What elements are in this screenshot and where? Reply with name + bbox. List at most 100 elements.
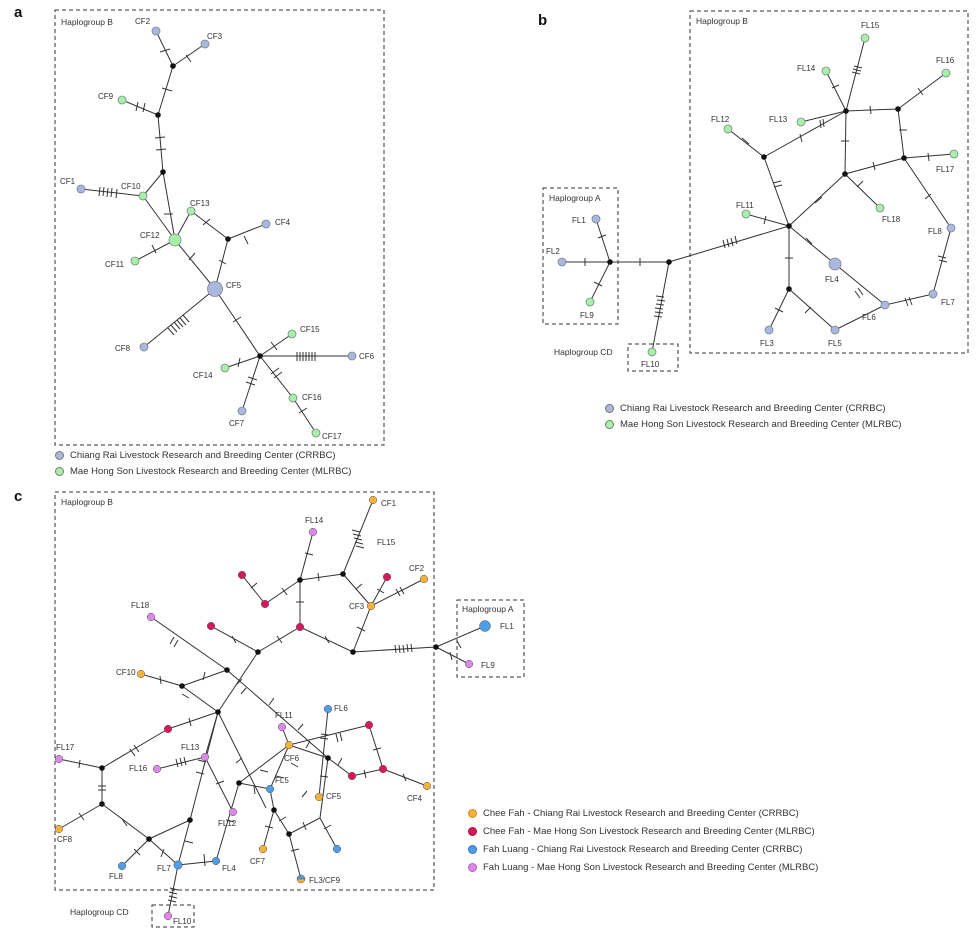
median-vector-node bbox=[99, 765, 105, 771]
haplotype-node-fl16 bbox=[941, 68, 951, 78]
haplotype-node-fl18 bbox=[146, 612, 156, 622]
panel-a-legend: Chiang Rai Livestock Research and Breedi… bbox=[55, 447, 351, 479]
node-label-fl5: FL5 bbox=[828, 339, 842, 348]
node-label-cf1: CF1 bbox=[60, 177, 76, 186]
median-vector-node bbox=[786, 286, 792, 292]
node-label-cf4: CF4 bbox=[275, 218, 291, 227]
haplotype-node-fl12 bbox=[228, 807, 238, 817]
legend-label: Fah Luang - Mae Hong Son Livestock Resea… bbox=[483, 861, 819, 873]
haplotype-node-cf13 bbox=[186, 206, 196, 216]
legend-label: Chiang Rai Livestock Research and Breedi… bbox=[70, 449, 336, 461]
legend-item: Chiang Rai Livestock Research and Breedi… bbox=[605, 400, 901, 416]
node-label-fl18: FL18 bbox=[882, 215, 901, 224]
panel-c-mutation-ticks bbox=[78, 529, 462, 903]
haplotype-node-cf-mlrbc bbox=[260, 599, 270, 609]
node-label-fl2: FL2 bbox=[546, 247, 560, 256]
haplotype-node-cf-mlrbc bbox=[382, 572, 392, 582]
haplogroup-cd-title: Haplogroup CD bbox=[554, 347, 613, 357]
median-vector-node bbox=[155, 112, 161, 118]
node-label-fl9: FL9 bbox=[481, 661, 495, 670]
node-label-fl4: FL4 bbox=[825, 275, 839, 284]
node-label-cf13: CF13 bbox=[190, 199, 210, 208]
haplotype-node-cf12 bbox=[168, 233, 182, 247]
median-vector-node bbox=[286, 831, 292, 837]
blue-circle-icon bbox=[468, 844, 477, 854]
haplotype-node-fl11 bbox=[277, 722, 287, 732]
haplotype-node-fl14 bbox=[308, 527, 318, 537]
haplogroup-a-title: Haplogroup A bbox=[549, 193, 601, 203]
haplotype-node-fl11 bbox=[741, 209, 751, 219]
median-vector-node bbox=[236, 780, 242, 786]
haplotype-node-cf-mlrbc bbox=[347, 771, 357, 781]
median-vector-node bbox=[224, 667, 230, 673]
node-label-cf6: CF6 bbox=[359, 352, 375, 361]
node-label-cf2: CF2 bbox=[135, 17, 151, 26]
median-vector-node bbox=[786, 223, 792, 229]
node-label-fl17: FL17 bbox=[56, 743, 75, 752]
haplotype-node-fl3 bbox=[764, 325, 774, 335]
node-label-cf7: CF7 bbox=[250, 857, 266, 866]
haplotype-node-cf-mlrbc bbox=[295, 622, 305, 632]
median-vector-node bbox=[225, 236, 231, 242]
haplotype-node-cf-mlrbc bbox=[378, 764, 388, 774]
panel-a-text: Haplogroup B CF2 CF3 CF9 CF1 CF10 CF13 C… bbox=[60, 17, 375, 441]
haplotype-node-fl10 bbox=[163, 911, 173, 921]
node-label-fl10: FL10 bbox=[173, 917, 192, 926]
legend-label: Chee Fah - Chiang Rai Livestock Research… bbox=[483, 807, 799, 819]
haplotype-node-cf11 bbox=[130, 256, 140, 266]
haplogroup-cd-title: Haplogroup CD bbox=[70, 907, 129, 917]
node-label-fl6: FL6 bbox=[334, 704, 348, 713]
median-vector-node bbox=[170, 63, 176, 69]
haplotype-node-fl9 bbox=[464, 659, 474, 669]
legend-label: Chee Fah - Mae Hong Son Livestock Resear… bbox=[483, 825, 815, 837]
haplotype-node-fl15 bbox=[860, 33, 870, 43]
panel-a-mutation-ticks bbox=[98, 48, 316, 414]
panel-b-nodes bbox=[557, 33, 959, 357]
haplotype-node-fl17 bbox=[54, 754, 64, 764]
haplotype-node-cf9 bbox=[117, 95, 127, 105]
haplotype-node-cf1 bbox=[368, 495, 378, 505]
median-vector-node bbox=[257, 353, 263, 359]
median-vector-node bbox=[761, 154, 767, 160]
node-label-fl5: FL5 bbox=[275, 776, 289, 785]
node-label-fl13: FL13 bbox=[769, 115, 788, 124]
node-label-cf10: CF10 bbox=[121, 182, 141, 191]
haplotype-node-fl6 bbox=[880, 300, 890, 310]
panel-a-haplogroup-b-box bbox=[54, 9, 385, 446]
panel-b-haplogroup-b-box bbox=[689, 10, 969, 354]
haplotype-node-cf4 bbox=[261, 219, 271, 229]
median-vector-node bbox=[350, 649, 356, 655]
median-vector-node bbox=[607, 259, 613, 265]
node-label-fl6: FL6 bbox=[862, 313, 876, 322]
haplotype-node-fl8 bbox=[946, 223, 956, 233]
node-label-fl1: FL1 bbox=[572, 216, 586, 225]
legend-label: Chiang Rai Livestock Research and Breedi… bbox=[620, 402, 886, 414]
median-vector-node bbox=[901, 155, 907, 161]
median-vector-node bbox=[255, 649, 261, 655]
node-label-fl15: FL15 bbox=[861, 21, 880, 30]
haplotype-node-cf7 bbox=[258, 844, 268, 854]
panel-a-letter: a bbox=[14, 4, 23, 21]
haplotype-node-fl12 bbox=[723, 124, 733, 134]
haplotype-node-fl1 bbox=[479, 620, 491, 632]
panel-b-haplogroup-a-box bbox=[542, 187, 619, 325]
median-vector-node bbox=[271, 807, 277, 813]
panel-c-legend: Chee Fah - Chiang Rai Livestock Research… bbox=[468, 804, 818, 876]
panel-a-edges bbox=[80, 30, 352, 434]
median-vector-node bbox=[179, 683, 185, 689]
haplotype-node-fl17 bbox=[949, 149, 959, 159]
median-vector-node bbox=[842, 171, 848, 177]
red-circle-icon bbox=[468, 826, 477, 836]
haplotype-node-fl1 bbox=[591, 214, 601, 224]
haplotype-node-cf8 bbox=[54, 824, 64, 834]
haplotype-node-cf15 bbox=[287, 329, 297, 339]
median-vector-node bbox=[433, 644, 439, 650]
node-label-fl16: FL16 bbox=[936, 56, 955, 65]
haplotype-node-fl8 bbox=[117, 861, 127, 871]
haplotype-node-cf5 bbox=[207, 281, 223, 297]
orange-circle-icon bbox=[468, 808, 477, 818]
haplotype-node-cf3 bbox=[366, 601, 376, 611]
grey-circle-icon bbox=[55, 450, 64, 460]
node-label-cf10: CF10 bbox=[116, 668, 136, 677]
node-label-fl3-cf9: FL3/CF9 bbox=[309, 876, 341, 885]
